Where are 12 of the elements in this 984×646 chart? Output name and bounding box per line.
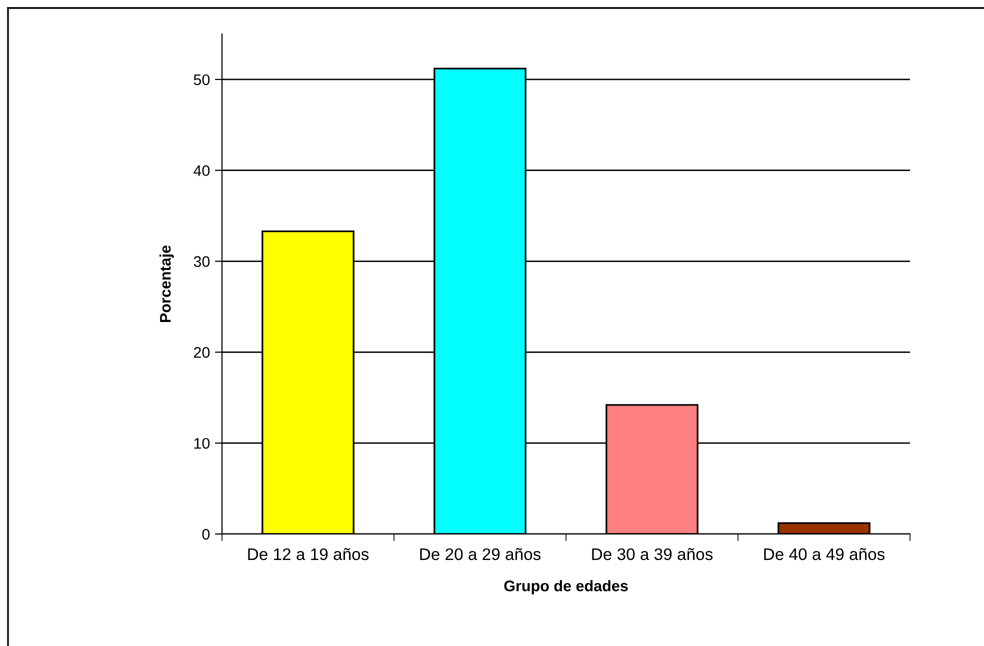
y-tick-label: 30: [194, 256, 210, 267]
x-tick-label: De 12 a 19 años: [248, 548, 369, 560]
y-tick-label: 20: [194, 347, 210, 358]
x-tick-label: De 20 a 29 años: [420, 548, 541, 560]
y-tick-label: 0: [202, 528, 210, 540]
x-tick-label: De 40 a 49 años: [764, 548, 885, 560]
y-tick-label: 40: [194, 165, 210, 176]
y-tick-label: 10: [194, 438, 210, 449]
y-tick-label: 50: [194, 74, 210, 86]
y-axis-title: Porcentaje: [160, 245, 174, 322]
x-tick-label: De 30 a 39 años: [592, 548, 713, 560]
x-axis-title: Grupo de edades: [504, 580, 628, 594]
